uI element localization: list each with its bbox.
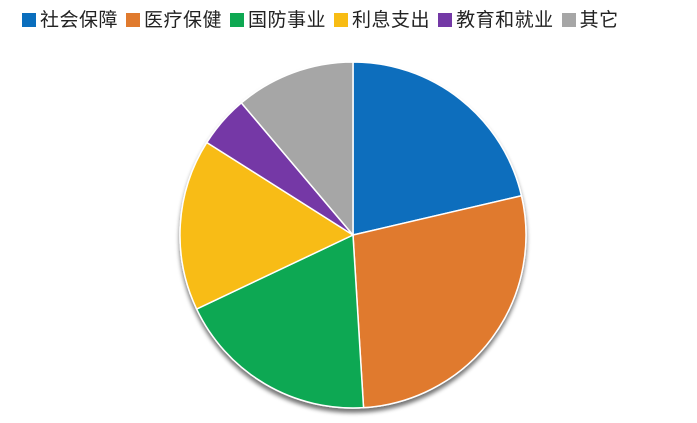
legend-item: 国防事业 — [230, 8, 326, 32]
pie-slice — [195, 233, 365, 409]
chart-legend: 社会保障 医疗保健 国防事业 利息支出 教育和就业 其它 — [0, 6, 697, 34]
legend-item: 其它 — [561, 8, 619, 32]
legend-swatch — [22, 13, 36, 27]
legend-label: 社会保障 — [40, 9, 119, 31]
legend-label: 利息支出 — [352, 9, 431, 31]
pie-slice — [179, 141, 355, 311]
legend-label: 国防事业 — [248, 9, 327, 31]
legend-item: 利息支出 — [334, 8, 430, 32]
legend-item: 医疗保健 — [126, 8, 222, 32]
legend-label: 其它 — [579, 9, 619, 31]
legend-item: 教育和就业 — [438, 8, 554, 32]
pie-slice — [240, 61, 354, 238]
legend-swatch — [230, 13, 245, 27]
pie-slices — [179, 61, 527, 409]
legend-item: 社会保障 — [22, 8, 118, 32]
legend-label: 医疗保健 — [144, 9, 223, 31]
legend-swatch — [438, 13, 453, 27]
pie-slice — [352, 194, 527, 409]
legend-swatch — [561, 13, 576, 27]
legend-swatch — [334, 13, 349, 27]
pie-slice — [352, 61, 523, 236]
legend-swatch — [126, 13, 141, 27]
legend-label: 教育和就业 — [456, 9, 554, 31]
